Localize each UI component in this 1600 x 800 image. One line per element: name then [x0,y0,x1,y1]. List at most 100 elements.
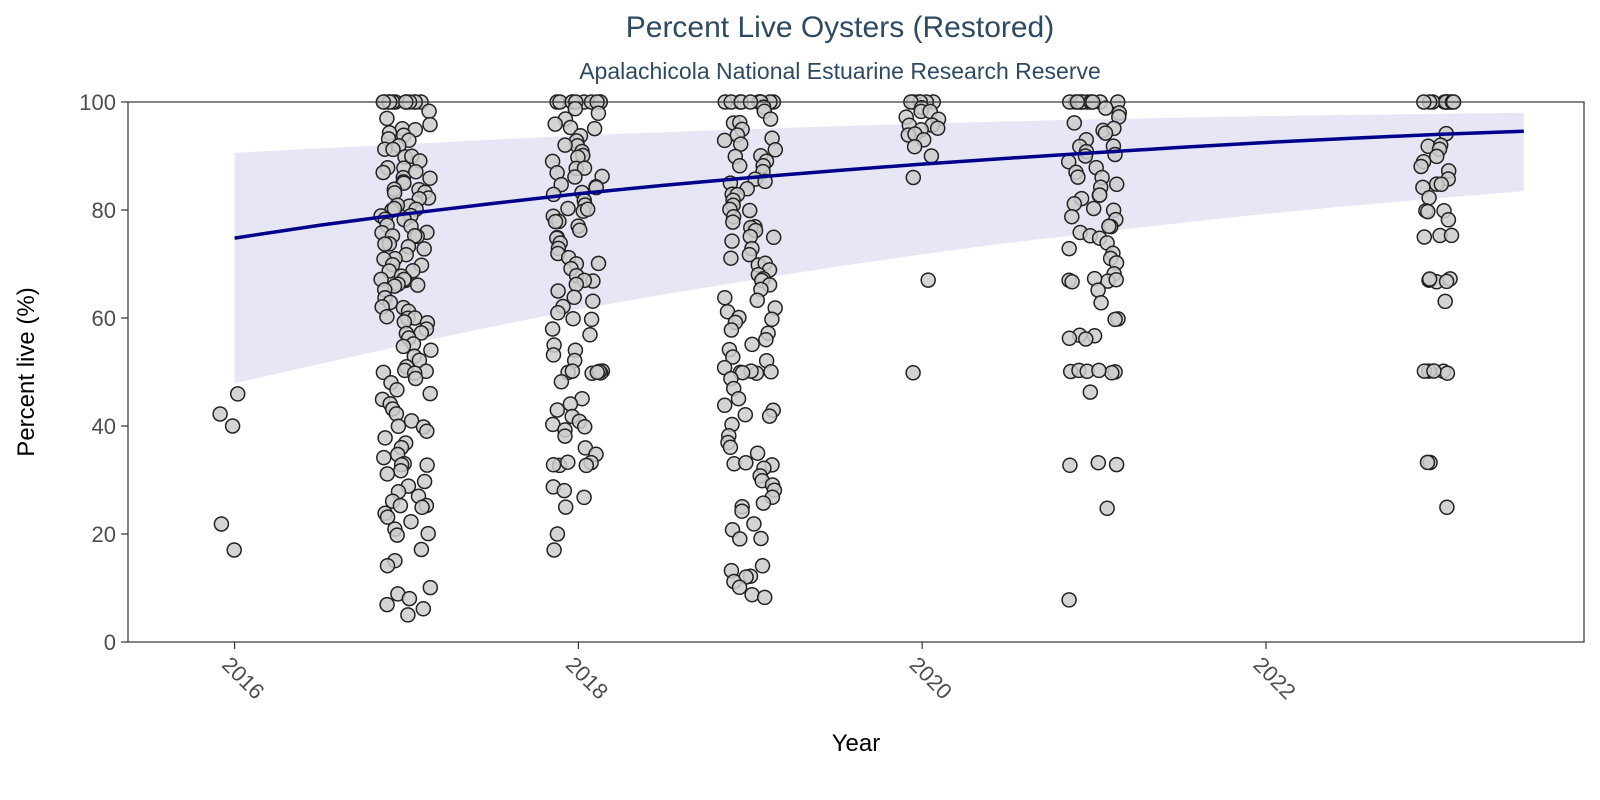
data-point [767,142,784,158]
data-point [755,495,772,511]
data-point [422,170,438,186]
data-point [741,246,758,263]
data-point [1091,187,1108,203]
data-point [929,120,946,136]
data-point [375,164,391,181]
data-point [414,499,430,516]
data-point [395,338,412,355]
data-point [744,586,760,603]
data-point [905,169,922,186]
data-point [422,116,438,133]
data-point [379,466,396,482]
data-point [1421,271,1438,287]
data-point [765,229,782,246]
data-point [392,497,409,514]
data-point [1078,331,1094,347]
x-tick-label: 2022 [1248,652,1300,704]
data-point [560,200,576,217]
data-point [568,276,585,293]
data-point [212,406,228,422]
data-point [724,233,740,249]
data-point [226,542,242,558]
data-point [420,525,436,542]
data-point [749,445,766,461]
data-point [923,148,940,164]
data-point [716,397,733,414]
data-point [749,292,766,309]
data-point [1099,500,1115,517]
data-point [761,408,778,424]
data-point [1101,218,1117,235]
data-point [725,349,741,365]
data-point [738,455,754,471]
data-point [562,119,579,136]
data-point [589,364,606,381]
data-point [1439,365,1456,381]
data-point [758,331,774,348]
data-point [1070,169,1086,185]
data-point [379,308,395,325]
x-tick-label: 2018 [561,652,613,704]
data-point [1443,227,1460,244]
data-point [419,423,435,439]
data-point [1061,592,1077,608]
data-point [1077,148,1094,164]
data-point [415,601,432,617]
data-point [550,305,566,321]
data-point [582,327,598,343]
data-point [553,374,570,390]
data-point [732,531,748,547]
data-point [213,516,230,532]
data-point [564,363,581,379]
data-point [746,516,762,532]
data-point [762,111,779,127]
data-point [1090,282,1106,298]
data-point [403,413,420,429]
data-point [722,439,739,456]
data-point [572,222,588,238]
data-point [576,419,593,435]
data-point [377,430,393,446]
data-point [763,364,779,380]
data-point [1413,158,1429,175]
data-point [423,342,439,358]
data-point [1421,190,1437,206]
data-point [393,462,409,479]
data-point [764,311,780,328]
data-point [557,137,573,153]
y-tick-label: 100 [79,90,116,115]
data-point [390,418,407,435]
data-point [1097,125,1114,141]
data-point [579,201,596,218]
data-point [408,163,424,180]
data-point [389,527,405,543]
data-point [544,321,561,337]
trend-line-layer [234,129,1524,240]
y-axis-ticks: 0 20 40 60 80 100 [79,90,128,655]
data-point [905,365,921,381]
data-point [576,160,593,176]
data-point [388,406,405,422]
data-point [547,116,563,132]
data-point [224,418,241,434]
data-point [1091,362,1107,379]
data-point [557,499,574,515]
data-point [741,202,758,219]
data-point [379,509,396,525]
data-point [550,283,566,299]
data-point [1085,200,1102,217]
data-point [422,385,438,402]
trend-line [234,129,1524,240]
data-point [756,589,773,606]
data-point [400,607,416,623]
data-point [422,579,439,596]
data-point [562,396,579,412]
data-point [556,482,573,499]
data-point [586,120,603,137]
data-point [1064,208,1080,225]
data-point [409,277,426,293]
data-point [1439,499,1455,516]
data-point [416,241,432,257]
y-tick-label: 80 [92,198,116,223]
